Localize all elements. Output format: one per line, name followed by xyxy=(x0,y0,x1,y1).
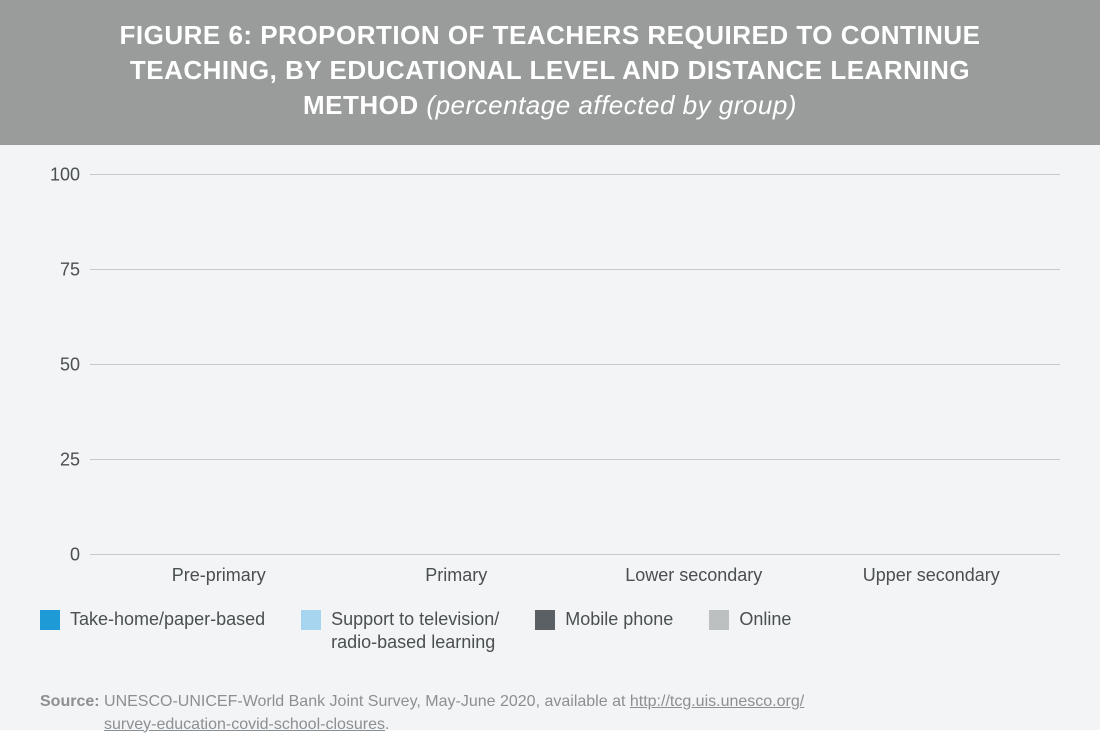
source-link-1[interactable]: http://tcg.uis.unesco.org/ xyxy=(630,693,804,710)
x-label: Upper secondary xyxy=(846,565,1016,586)
title-line-3-prefix: METHOD xyxy=(303,90,426,120)
legend-swatch xyxy=(40,610,60,630)
legend-swatch xyxy=(301,610,321,630)
source-text-suffix: . xyxy=(385,716,389,733)
x-label: Pre-primary xyxy=(134,565,304,586)
legend-item: Support to television/radio-based learni… xyxy=(301,608,499,653)
y-axis: 0255075100 xyxy=(40,175,90,555)
gridline xyxy=(90,269,1060,270)
title-bar: FIGURE 6: PROPORTION OF TEACHERS REQUIRE… xyxy=(0,0,1100,145)
title-line-1: FIGURE 6: PROPORTION OF TEACHERS REQUIRE… xyxy=(120,20,981,50)
legend: Take-home/paper-based Support to televisi… xyxy=(40,586,1060,671)
x-labels: Pre-primary Primary Lower secondary Upper s… xyxy=(90,555,1060,586)
title-line-2: TEACHING, BY EDUCATIONAL LEVEL AND DISTA… xyxy=(130,55,970,85)
plot-area xyxy=(90,175,1060,555)
figure-title: FIGURE 6: PROPORTION OF TEACHERS REQUIRE… xyxy=(40,18,1060,123)
figure-container: FIGURE 6: PROPORTION OF TEACHERS REQUIRE… xyxy=(0,0,1100,730)
source-label: Source: xyxy=(40,693,100,710)
y-tick: 0 xyxy=(70,545,80,566)
title-subtitle: (percentage affected by group) xyxy=(426,90,797,120)
gridline xyxy=(90,459,1060,460)
bar-groups xyxy=(90,175,1060,554)
gridline xyxy=(90,364,1060,365)
x-label: Lower secondary xyxy=(609,565,779,586)
chart-area: 0 25 50 75 100 Pre-primary Primary Lower secon… xyxy=(0,145,1100,681)
legend-item: Take-home/paper-based xyxy=(40,608,265,653)
legend-label: Online xyxy=(739,608,791,631)
source-note: Source: UNESCO-UNICEF-World Bank Joint S… xyxy=(0,681,1100,756)
source-text-prefix: UNESCO-UNICEF-World Bank Joint Survey, M… xyxy=(100,693,630,710)
y-tick: 75 xyxy=(60,260,80,281)
x-label: Primary xyxy=(371,565,541,586)
y-tick: 25 xyxy=(60,450,80,471)
legend-item: Mobile phone xyxy=(535,608,673,653)
plot: 0255075100 xyxy=(40,175,1060,555)
gridline xyxy=(90,174,1060,175)
source-link-2[interactable]: survey-education-covid-school-closures xyxy=(104,716,385,733)
legend-label: Support to television/radio-based learni… xyxy=(331,608,499,653)
legend-swatch xyxy=(709,610,729,630)
legend-label: Mobile phone xyxy=(565,608,673,631)
legend-label: Take-home/paper-based xyxy=(70,608,265,631)
y-tick: 100 xyxy=(50,165,80,186)
legend-item: Online xyxy=(709,608,791,653)
y-tick: 50 xyxy=(60,355,80,376)
legend-swatch xyxy=(535,610,555,630)
x-axis: Pre-primary Primary Lower secondary Upper s… xyxy=(40,555,1060,586)
